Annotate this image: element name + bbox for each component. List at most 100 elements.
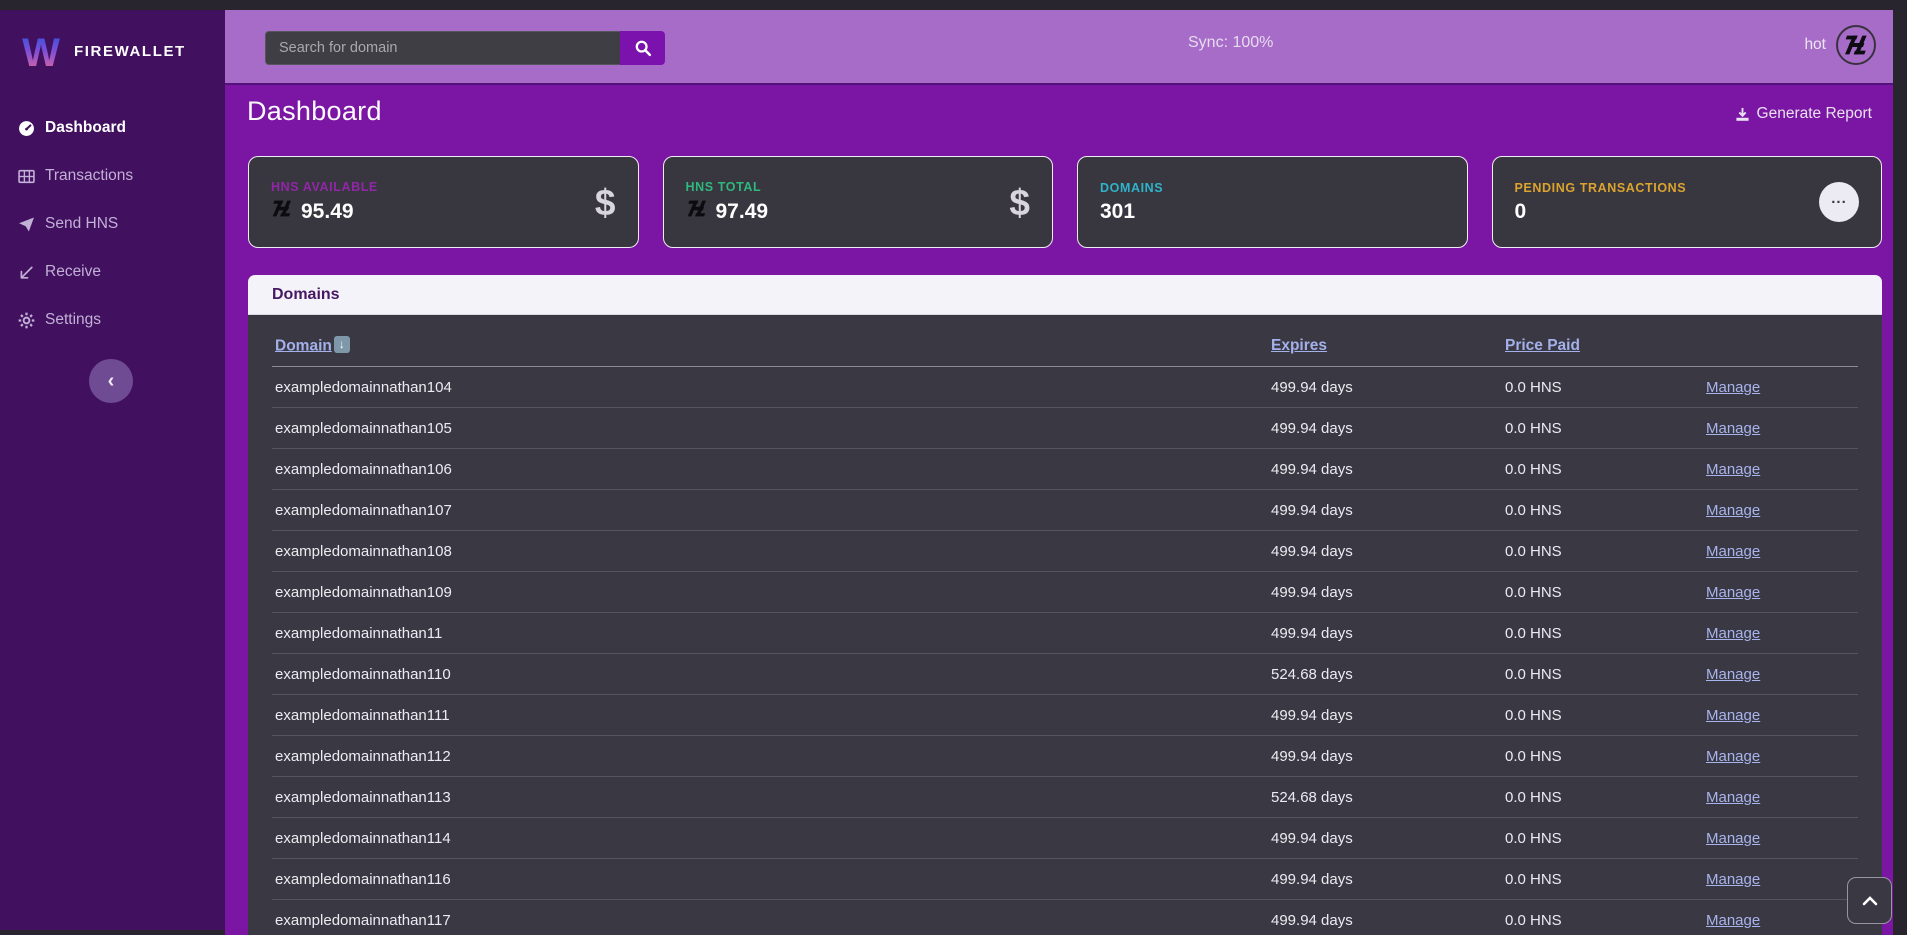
search-icon [635, 40, 651, 57]
table-row: exampledomainnathan116 499.94 days 0.0 HNS… [272, 859, 1858, 900]
sort-link[interactable]: Domain [275, 337, 332, 354]
stat-card-1: HNS TOTAL 97.49 $ [662, 156, 1053, 248]
table-row: exampledomainnathan11 499.94 days 0.0 HNS M… [272, 613, 1858, 654]
search-input[interactable] [265, 31, 620, 65]
table-icon [18, 168, 35, 185]
stat-card-label: DOMAINS [1100, 180, 1164, 195]
generate-report-button[interactable]: Generate Report [1735, 105, 1872, 123]
cell-domain: exampledomainnathan116 [275, 870, 451, 888]
chevron-up-icon [1862, 895, 1877, 905]
manage-link[interactable]: Manage [1706, 460, 1761, 478]
manage-link[interactable]: Manage [1706, 706, 1761, 724]
cell-expires: 499.94 days [1271, 542, 1353, 560]
sort-link[interactable]: Expires [1271, 337, 1328, 354]
domain-search [265, 31, 665, 65]
cell-price: 0.0 HNS [1505, 665, 1562, 683]
manage-link[interactable]: Manage [1706, 870, 1761, 888]
stat-card-value: 97.49 [715, 199, 769, 223]
manage-link[interactable]: Manage [1706, 911, 1761, 929]
sidebar-item-label: Send HNS [45, 215, 119, 232]
stat-card-label: HNS AVAILABLE [271, 180, 378, 194]
column-header-price-paid: Price Paid [1502, 337, 1703, 355]
brand-name: FIREWALLET [74, 42, 186, 60]
manage-link[interactable]: Manage [1706, 624, 1761, 642]
table-row: exampledomainnathan117 499.94 days 0.0 HNS… [272, 900, 1858, 935]
sidebar-item-send-hns[interactable]: Send HNS [0, 200, 225, 248]
stat-card-label: PENDING TRANSACTIONS [1514, 180, 1687, 195]
sidebar-item-settings[interactable]: Settings [0, 296, 225, 344]
table-row: exampledomainnathan108 499.94 days 0.0 HNS… [272, 531, 1858, 572]
domains-table-header-row: Domain ↓ Expires Price Paid [272, 315, 1858, 367]
cell-price: 0.0 HNS [1505, 583, 1562, 601]
cell-domain: exampledomainnathan112 [275, 747, 451, 765]
table-row: exampledomainnathan105 499.94 days 0.0 HNS… [272, 408, 1858, 449]
manage-link[interactable]: Manage [1706, 501, 1761, 519]
sidebar-item-label: Receive [45, 263, 101, 280]
table-row: exampledomainnathan109 499.94 days 0.0 HNS… [272, 572, 1858, 613]
gauge-icon [18, 120, 35, 137]
cell-domain: exampledomainnathan114 [275, 829, 451, 847]
cell-domain: exampledomainnathan110 [275, 665, 451, 683]
sidebar-item-transactions[interactable]: Transactions [0, 152, 225, 200]
manage-link[interactable]: Manage [1706, 747, 1761, 765]
download-icon [1735, 107, 1749, 121]
cell-expires: 499.94 days [1271, 624, 1353, 642]
cell-expires: 499.94 days [1271, 583, 1353, 601]
cell-domain: exampledomainnathan105 [275, 419, 452, 437]
stat-card-2: DOMAINS 301 [1077, 156, 1468, 248]
cell-domain: exampledomainnathan107 [275, 501, 452, 519]
table-row: exampledomainnathan111 499.94 days 0.0 HNS… [272, 695, 1858, 736]
manage-link[interactable]: Manage [1706, 665, 1761, 683]
send-icon [18, 216, 35, 233]
cell-expires: 499.94 days [1271, 911, 1353, 929]
table-row: exampledomainnathan114 499.94 days 0.0 HNS… [272, 818, 1858, 859]
sidebar-collapse-button[interactable]: ‹ [89, 359, 133, 403]
window-top-strip [0, 0, 1907, 10]
sync-status: Sync: 100% [1188, 34, 1274, 51]
manage-link[interactable]: Manage [1706, 419, 1761, 437]
sidebar-item-receive[interactable]: Receive [0, 248, 225, 296]
scroll-to-top-button[interactable] [1847, 877, 1892, 924]
cell-expires: 499.94 days [1271, 829, 1353, 847]
manage-link[interactable]: Manage [1706, 583, 1761, 601]
manage-link[interactable]: Manage [1706, 829, 1761, 847]
receive-icon [18, 264, 35, 281]
sidebar-item-label: Dashboard [45, 119, 126, 136]
cell-price: 0.0 HNS [1505, 542, 1562, 560]
gear-icon [18, 312, 35, 329]
manage-link[interactable]: Manage [1706, 378, 1761, 396]
manage-link[interactable]: Manage [1706, 542, 1761, 560]
handshake-logo-icon[interactable] [1836, 25, 1876, 65]
domains-panel-title: Domains [272, 285, 340, 303]
table-row: exampledomainnathan113 524.68 days 0.0 HNS… [272, 777, 1858, 818]
stat-card-label: HNS TOTAL [685, 180, 762, 194]
sidebar-item-dashboard[interactable]: Dashboard [0, 104, 225, 152]
cell-expires: 499.94 days [1271, 870, 1353, 888]
stat-card-value: 301 [1100, 199, 1136, 223]
generate-report-label: Generate Report [1756, 105, 1872, 122]
wallet-name: hot [1804, 36, 1826, 53]
stat-card-value: 95.49 [301, 199, 354, 223]
cell-price: 0.0 HNS [1505, 706, 1562, 724]
wallet-group: hot [1804, 25, 1876, 65]
ellipsis-icon[interactable]: ... [1819, 182, 1859, 222]
domains-panel: Domains Domain ↓ Expires Price Paid example… [248, 275, 1882, 935]
svg-text:W: W [22, 31, 60, 72]
cell-domain: exampledomainnathan104 [275, 378, 452, 396]
sidebar-item-label: Settings [45, 311, 102, 328]
domains-table-body: exampledomainnathan104 499.94 days 0.0 HNS… [272, 367, 1858, 935]
table-row: exampledomainnathan104 499.94 days 0.0 HNS… [272, 367, 1858, 408]
sort-link[interactable]: Price Paid [1505, 337, 1580, 354]
manage-link[interactable]: Manage [1706, 788, 1761, 806]
hns-logo-icon [271, 199, 293, 224]
search-button[interactable] [620, 31, 665, 65]
cell-price: 0.0 HNS [1505, 460, 1562, 478]
column-header-expires: Expires [1268, 337, 1502, 355]
topbar: Sync: 100% hot [225, 10, 1893, 85]
cell-expires: 499.94 days [1271, 706, 1353, 724]
sort-desc-icon: ↓ [333, 335, 350, 353]
sidebar-nav: Dashboard Transactions Send HNS Receive Sett… [0, 104, 225, 344]
dollar-icon: $ [594, 181, 616, 223]
firewallet-logo-icon: W [22, 31, 60, 72]
dollar-icon: $ [1009, 181, 1030, 223]
